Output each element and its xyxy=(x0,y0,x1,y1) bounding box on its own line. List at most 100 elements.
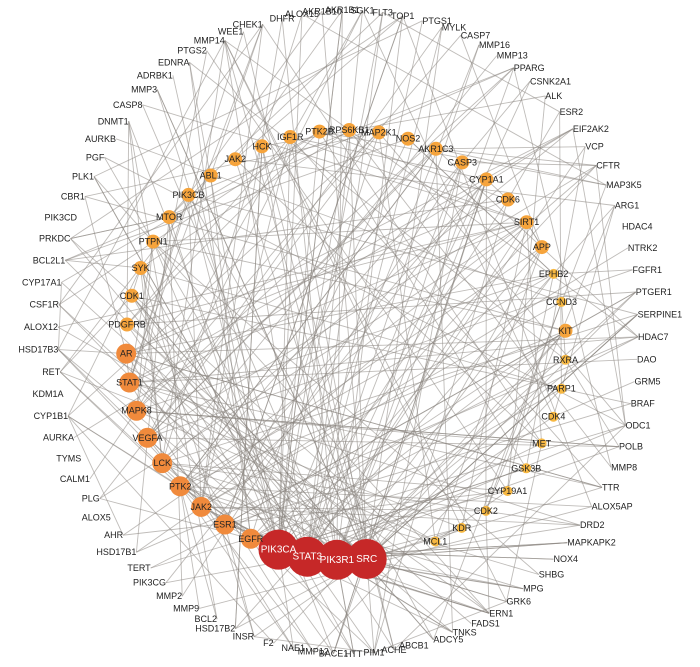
gene-label-bace1: BACE1 xyxy=(319,649,349,659)
edge xyxy=(559,111,562,389)
edge xyxy=(70,15,403,239)
gene-label-cbr1: CBR1 xyxy=(61,192,85,202)
node-label-map2k1: MAP2K1 xyxy=(361,127,397,137)
edge xyxy=(179,162,463,487)
node-ephb2 xyxy=(548,268,559,279)
edge xyxy=(67,415,181,487)
edge xyxy=(336,10,343,560)
edge xyxy=(301,13,607,186)
node-label-ptpn1: PTPN1 xyxy=(139,237,168,247)
node-cdk4 xyxy=(548,411,559,422)
node-label-kit: KIT xyxy=(558,326,573,336)
edge xyxy=(93,20,423,178)
node-label-jak2: JAK2 xyxy=(190,502,212,512)
gene-label-alox15: ALOX15 xyxy=(285,9,319,19)
edge xyxy=(188,194,202,507)
gene-label-ednra: EDNRA xyxy=(158,57,190,67)
gene-label-plg: PLG xyxy=(82,494,100,504)
edge xyxy=(199,506,592,609)
edge xyxy=(485,510,490,614)
node-akr1c3 xyxy=(428,141,443,156)
node-label-lck: LCK xyxy=(153,458,171,468)
node-stat1 xyxy=(119,372,140,393)
gene-label-ptgs2: PTGS2 xyxy=(177,46,207,56)
edge xyxy=(224,40,507,602)
edge xyxy=(179,273,554,487)
edge xyxy=(99,437,148,499)
edge xyxy=(435,148,597,166)
node-label-cdk2: CDK2 xyxy=(474,506,498,516)
edge xyxy=(168,216,279,550)
gene-label-hsd17b2: HSD17B2 xyxy=(195,624,235,634)
edge xyxy=(307,424,626,558)
edge xyxy=(147,67,515,439)
edge xyxy=(525,146,586,469)
gene-label-shbg: SHBG xyxy=(539,570,565,580)
edge xyxy=(289,136,603,488)
node-mapk8 xyxy=(126,400,147,421)
node-label-sirt1: SIRT1 xyxy=(514,217,539,227)
node-label-src: SRC xyxy=(356,554,377,565)
node-label-ccnd3: CCND3 xyxy=(546,297,577,307)
edge xyxy=(319,131,527,469)
edge xyxy=(250,165,597,540)
edge xyxy=(210,175,252,539)
edge xyxy=(224,40,463,529)
edge xyxy=(126,291,636,325)
gene-label-pik3cg: PIK3CG xyxy=(133,578,166,588)
gene-label-tert: TERT xyxy=(127,563,151,573)
node-parp1 xyxy=(556,383,567,394)
node-label-ephb2: EPHB2 xyxy=(539,269,569,279)
gene-label-drd2: DRD2 xyxy=(580,520,605,530)
gene-label-dao: DAO xyxy=(637,354,657,364)
gene-label-chek1: CHEK1 xyxy=(233,19,263,29)
edge xyxy=(152,241,279,550)
edge xyxy=(147,437,314,652)
edge xyxy=(321,11,368,560)
node-label-ptk2b: PTK2B xyxy=(305,127,334,137)
node-label-mapk8: MAPK8 xyxy=(121,406,152,416)
gene-label-adrbk1: ADRBK1 xyxy=(137,70,173,80)
gene-label-hsd17b1: HSD17B1 xyxy=(96,547,136,557)
node-map2k1 xyxy=(371,125,386,140)
edge xyxy=(136,50,208,411)
edge xyxy=(206,50,508,492)
node-label-pik3ca: PIK3CA xyxy=(261,545,297,556)
gene-label-plk1: PLK1 xyxy=(72,172,94,182)
gene-label-odc1: ODC1 xyxy=(626,420,651,430)
edge xyxy=(595,165,626,426)
gene-label-mmp9: MMP9 xyxy=(173,603,199,613)
edge xyxy=(129,382,294,649)
edge xyxy=(461,81,531,163)
edge xyxy=(123,490,508,536)
edge xyxy=(162,462,508,492)
edge xyxy=(115,138,562,303)
edge xyxy=(254,636,375,654)
node-label-kdr: KDR xyxy=(452,523,472,533)
edge xyxy=(89,410,137,480)
node-label-ar: AR xyxy=(120,349,133,359)
edge xyxy=(432,184,607,640)
node-label-igf1r: IGF1R xyxy=(277,132,304,142)
edge xyxy=(58,349,127,355)
edge xyxy=(104,156,626,426)
edge xyxy=(65,67,514,261)
node-label-akr1c3: AKR1C3 xyxy=(418,144,453,154)
edge xyxy=(278,12,384,550)
gene-label-tnks: TNKS xyxy=(453,627,477,637)
gene-label-esr2: ESR2 xyxy=(560,107,584,117)
gene-label-alox12: ALOX12 xyxy=(24,322,58,332)
edge xyxy=(366,314,638,560)
node-label-met: MET xyxy=(532,438,552,448)
edge xyxy=(129,382,581,526)
node-nos2 xyxy=(401,131,415,146)
node-label-ptk2: PTK2 xyxy=(169,481,192,491)
edge xyxy=(57,326,436,542)
node-abl1 xyxy=(203,168,218,183)
edge xyxy=(165,179,487,583)
nodes-layer xyxy=(116,123,573,580)
node-ar xyxy=(116,343,137,364)
edge xyxy=(407,138,554,275)
node-label-cyp1a1: CYP1A1 xyxy=(469,174,504,184)
